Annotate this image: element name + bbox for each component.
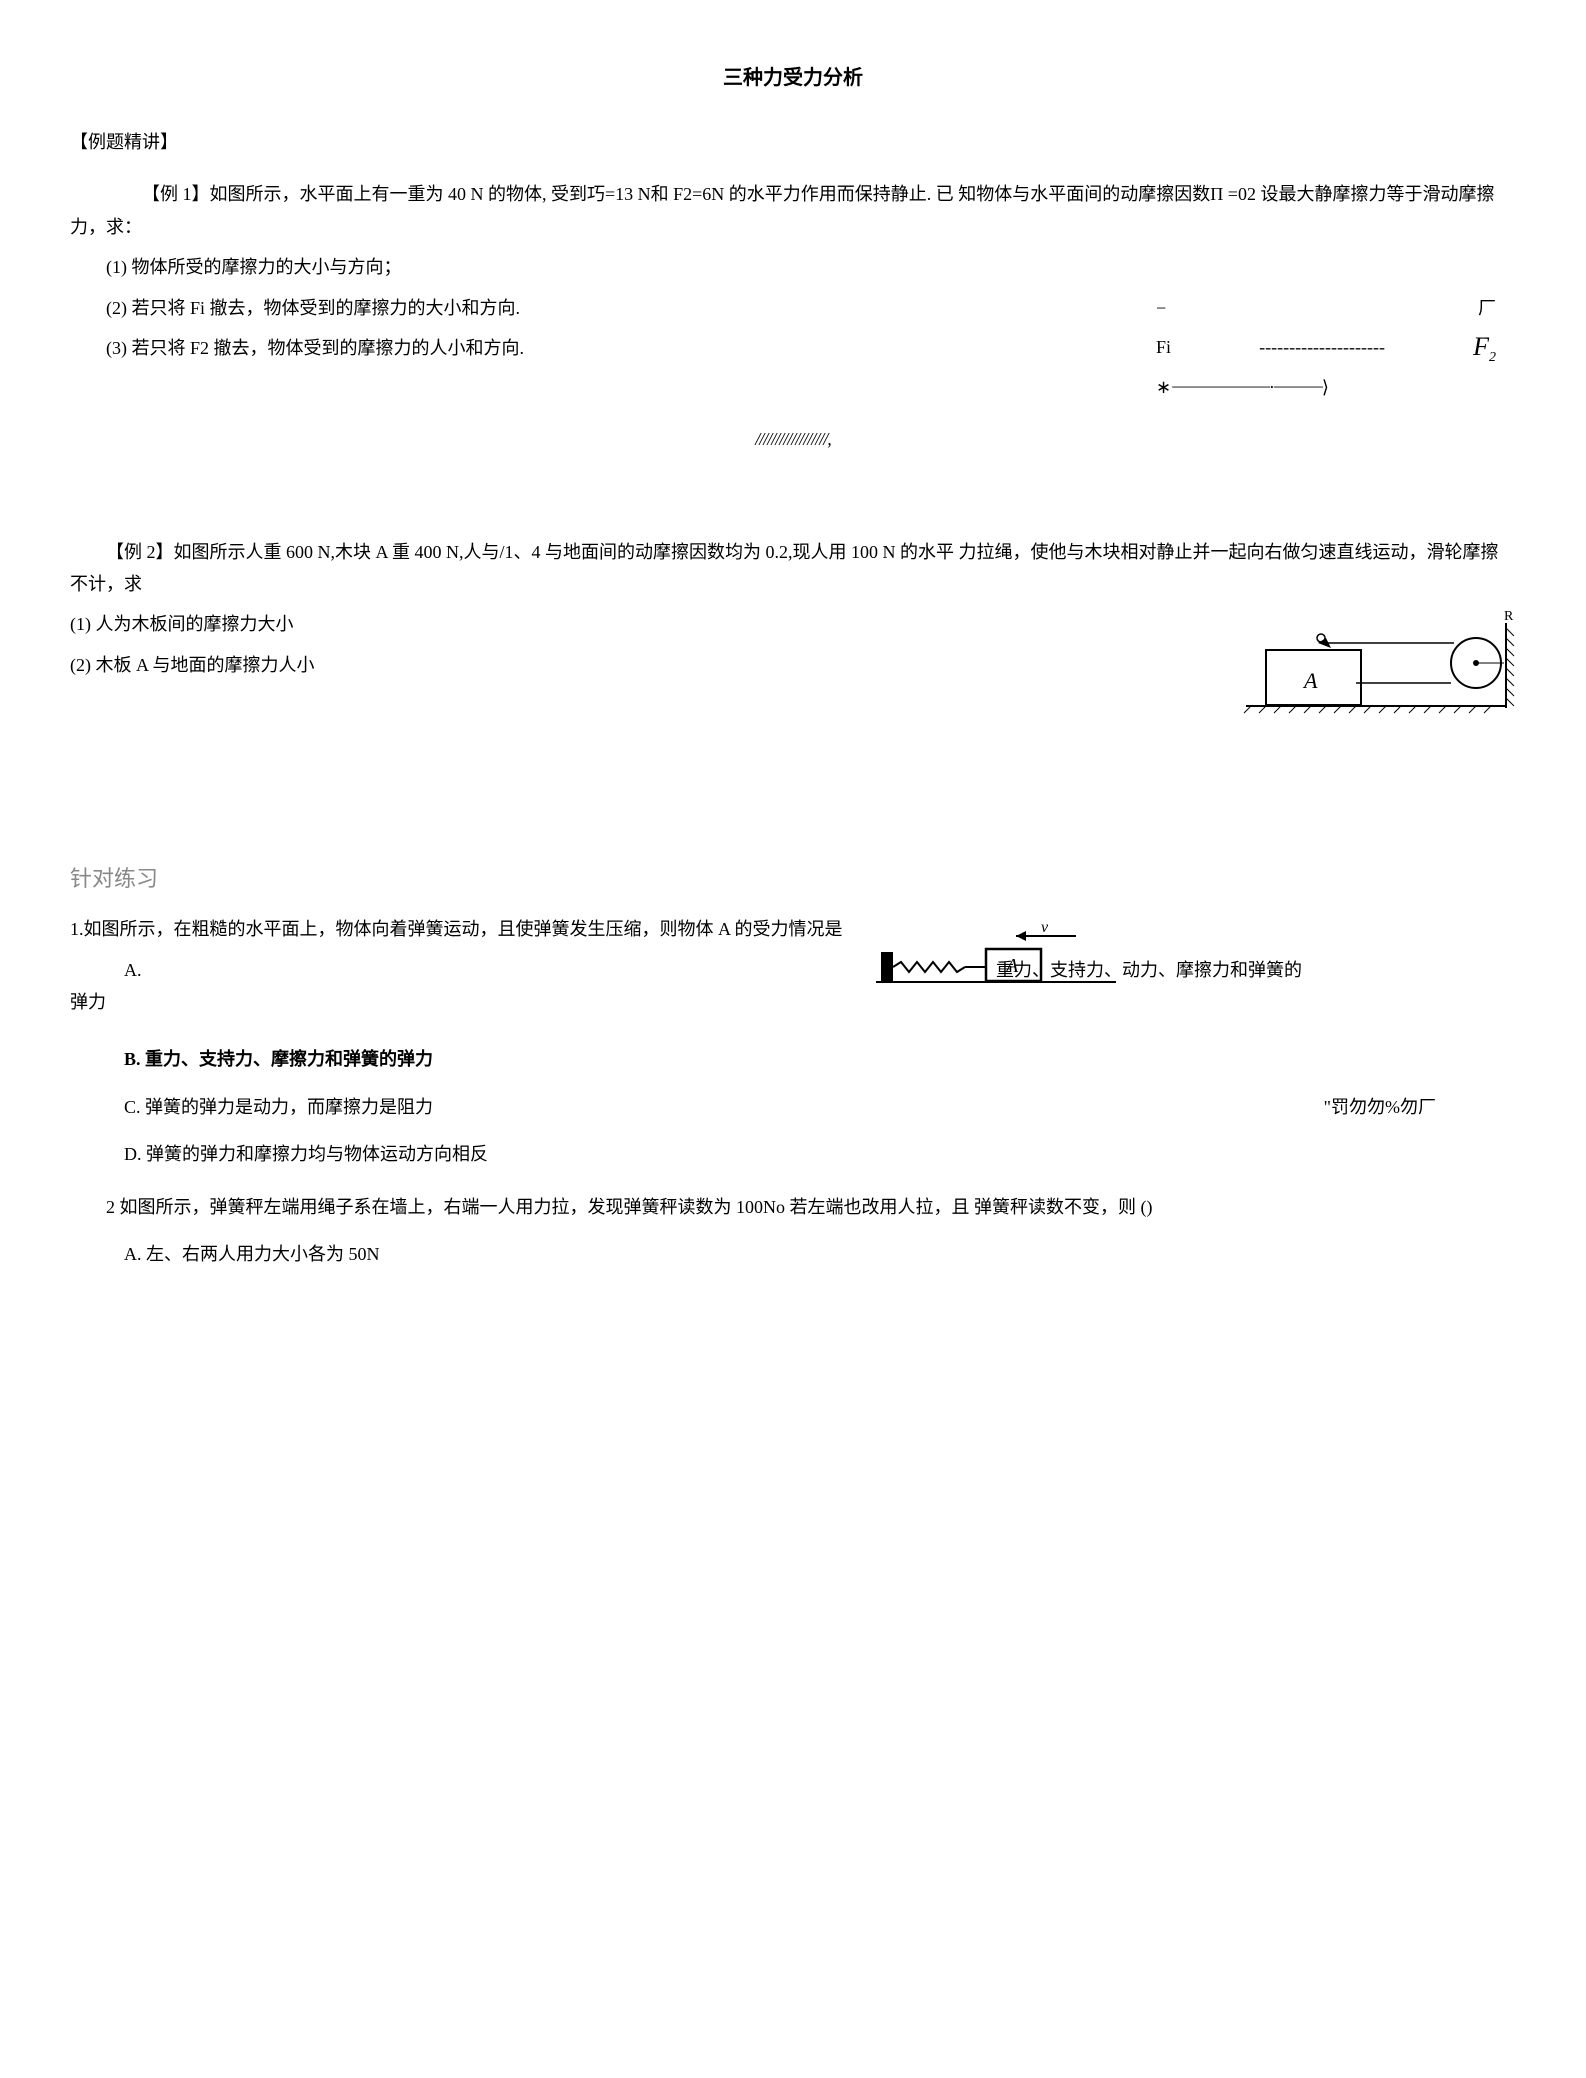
q2-stem: 2 如图所示，弹簧秤左端用绳子系在墙上，右端一人用力拉，发现弹簧秤读数为 100… [70, 1191, 1516, 1223]
q1-stem: 1.如图所示，在粗糙的水平面上，物体向着弹簧运动，且使弹簧发生压缩，则物体 A … [70, 913, 1516, 945]
section-header: 【例题精讲】 [70, 126, 1516, 158]
figure1: − 厂 Fi --------------------- F2 ∗ −−−−−−… [1136, 292, 1516, 404]
q1-option-b: B. 重力、支持力、摩擦力和弹簧的弹力 [124, 1043, 1516, 1075]
svg-text:A: A [1004, 955, 1019, 977]
q1-option-a-break: 弹力 [70, 986, 1516, 1018]
example1-q3: (3) 若只将 F2 撤去，物体受到的摩擦力的人小和方向. [70, 332, 1136, 364]
fig2-r-label: R [1504, 609, 1514, 624]
q1-option-c: C. 弹簧的弹力是动力，而摩擦力是阻力 [124, 1091, 433, 1123]
svg-text:v: v [1041, 924, 1049, 936]
figure2: R A [1236, 608, 1516, 738]
fig1-f2: F2 [1473, 324, 1496, 371]
q2-option-a: A. 左、右两人用力大小各为 50N [124, 1238, 1516, 1270]
example2-q1: (1) 人为木板间的摩擦力大小 [70, 608, 1236, 640]
practice-header: 针对练习 [70, 859, 1516, 899]
fig1-bottom-dash: −−−−−−−−−−−−·−−−−−− [1171, 371, 1322, 403]
example1-intro: 【例 1】如图所示，水平面上有一重为 40 N 的物体, 受到巧=13 N和 F… [70, 178, 1516, 243]
q1-option-d: D. 弹簧的弹力和摩擦力均与物体运动方向相反 [124, 1138, 1516, 1170]
page-title: 三种力受力分析 [70, 60, 1516, 96]
fig1-dashes: --------------------- [1259, 331, 1385, 363]
fig1-star: ∗ [1156, 371, 1171, 403]
q1-option-c-right: "罚勿勿%勿厂 [1324, 1091, 1436, 1138]
fig1-arrow: ⟩ [1322, 371, 1329, 403]
example1-q1: (1) 物体所受的摩擦力的大小与方向； [70, 251, 1516, 283]
example2-intro: 【例 2】如图所示人重 600 N,木块 A 重 400 N,人与/1、4 与地… [70, 536, 1516, 601]
example1-hashes: //////////////////, [70, 423, 1516, 455]
figure3: A v [876, 924, 1116, 1004]
q1-option-a-prefix: A. [124, 954, 142, 986]
example2-q2: (2) 木板 A 与地面的摩擦力人小 [70, 649, 1236, 681]
example1-q2: (2) 若只将 Fi 撤去，物体受到的摩擦力的大小和方向. [70, 292, 1136, 324]
fig1-dash-top: − [1156, 292, 1166, 324]
fig1-fi-label: Fi [1156, 331, 1171, 363]
fig2-a-label: A [1302, 668, 1318, 693]
fig1-bracket: 厂 [1478, 292, 1496, 324]
